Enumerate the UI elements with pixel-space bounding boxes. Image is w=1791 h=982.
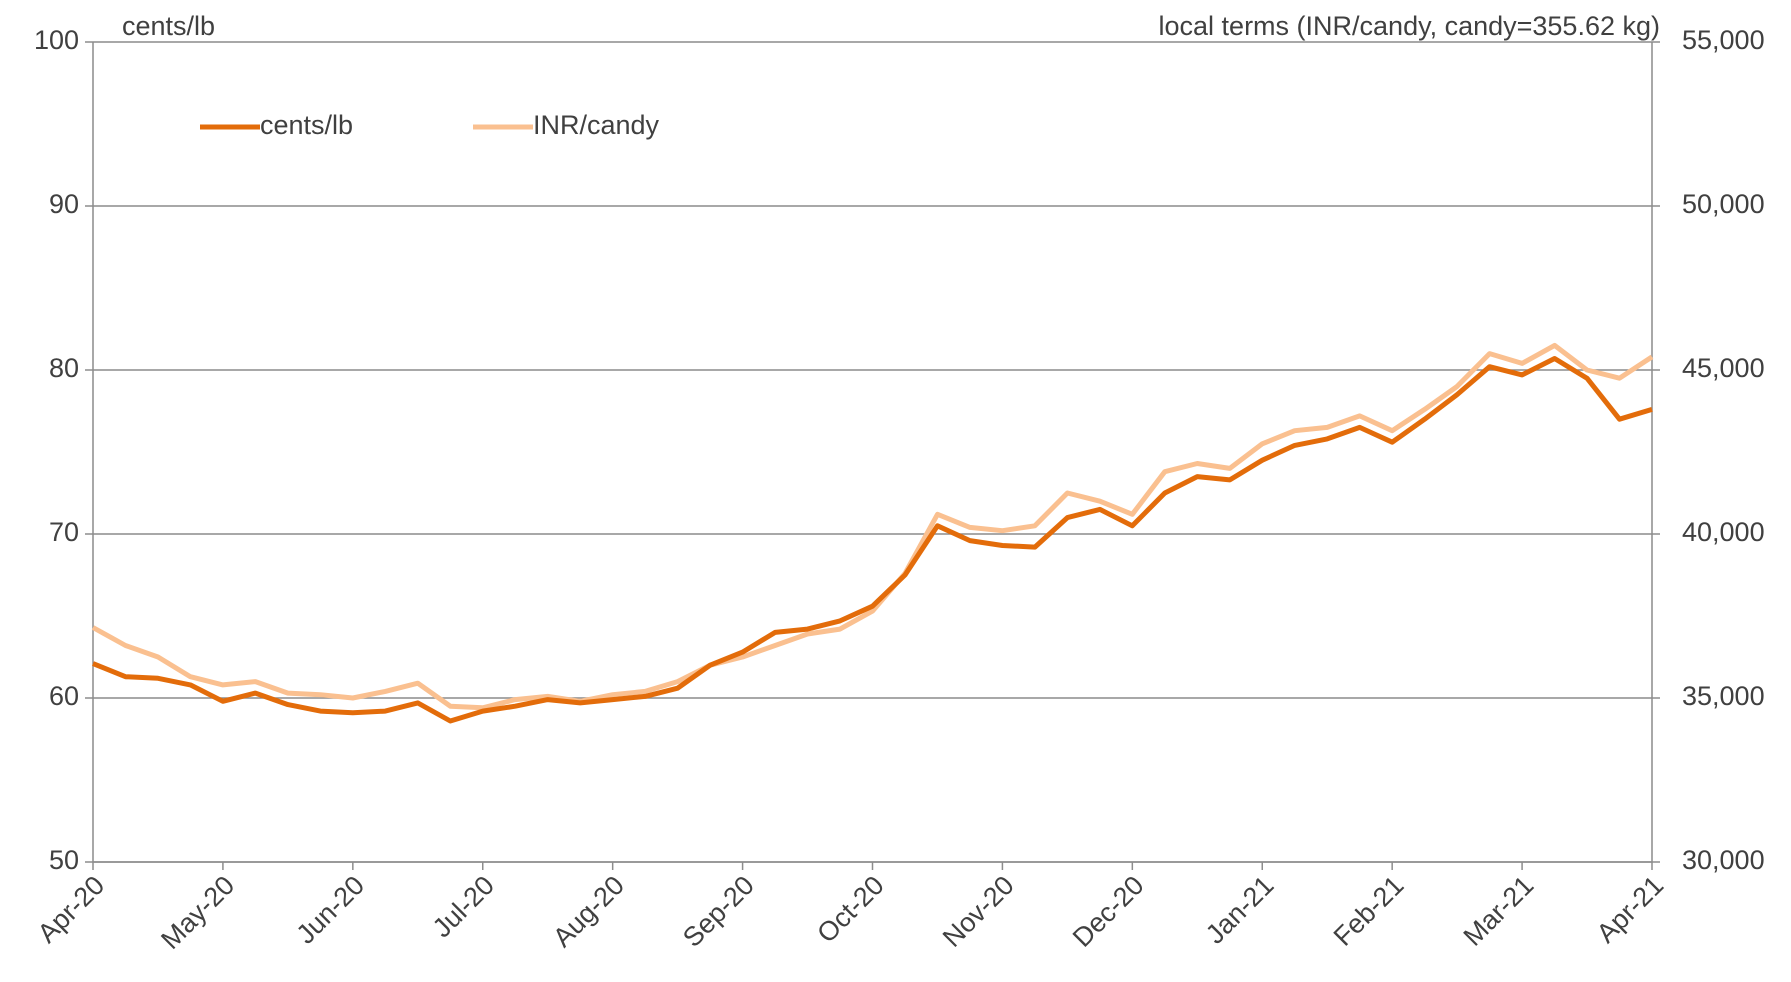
legend-label: INR/candy (533, 110, 660, 140)
x-tick-label: Feb-21 (1328, 870, 1410, 952)
x-tick-label: Mar-21 (1458, 870, 1540, 952)
x-tick-label: Sep-20 (677, 870, 760, 953)
x-tick-label: Jan-21 (1200, 870, 1280, 950)
x-tick-label: Jul-20 (427, 870, 500, 943)
x-tick-label: Jun-20 (291, 870, 371, 950)
y2-tick-label: 40,000 (1682, 517, 1765, 547)
y2-tick-label: 30,000 (1682, 845, 1765, 875)
x-tick-label: Aug-20 (547, 870, 630, 953)
y-tick-label: 70 (49, 517, 79, 547)
y2-tick-label: 45,000 (1682, 353, 1765, 383)
x-tick-label: Oct-20 (811, 870, 890, 949)
y-axis-label: cents/lb (122, 11, 215, 41)
y-tick-label: 50 (49, 845, 79, 875)
x-tick-label: Dec-20 (1067, 870, 1150, 953)
data-line (91, 342, 1654, 711)
y-tick-label: 90 (49, 189, 79, 219)
y2-tick-label: 55,000 (1682, 25, 1765, 55)
data-line (92, 356, 1653, 724)
legend-label: cents/lb (260, 110, 353, 140)
y2-tick-label: 35,000 (1682, 681, 1765, 711)
y-tick-label: 100 (34, 25, 79, 55)
y2-tick-label: 50,000 (1682, 189, 1765, 219)
x-tick-label: Nov-20 (937, 870, 1020, 953)
y-tick-label: 80 (49, 353, 79, 383)
y-tick-label: 60 (49, 681, 79, 711)
x-tick-label: Apr-21 (1591, 870, 1670, 949)
x-tick-label: Apr-20 (32, 870, 111, 949)
x-tick-label: May-20 (155, 870, 240, 955)
y2-axis-label: local terms (INR/candy, candy=355.62 kg) (1159, 11, 1660, 41)
